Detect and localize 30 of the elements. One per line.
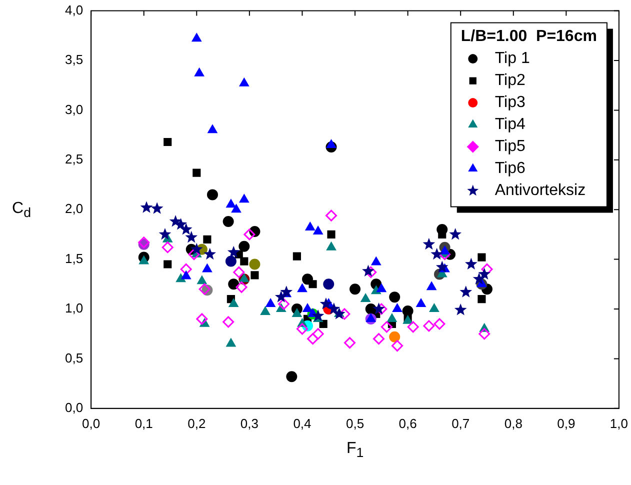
y-tick-label: 3,0 (64, 102, 84, 117)
x-tick-label: 0,2 (188, 416, 206, 431)
legend-label: Tip5 (494, 138, 526, 156)
x-axis-title: F$_{1}$ (346, 440, 364, 461)
x-tick-label: 0,5 (346, 416, 364, 431)
legend-label: Tip 1 (494, 50, 530, 68)
y-tick-label: 0,0 (64, 400, 84, 415)
y-tick-label: 0,5 (64, 350, 84, 366)
x-tick-label: 0,1 (134, 416, 153, 431)
y-tick-label: 1,5 (64, 250, 84, 266)
x-tick-label: 1,0 (610, 416, 628, 431)
x-tick-label: 0,7 (452, 416, 470, 431)
x-tick-label: 0,3 (240, 416, 258, 431)
legend-title: L/B=1.00 P=16cm (460, 28, 597, 46)
x-tick-label: 0,9 (557, 416, 576, 431)
y-axis-title: C$_{d}$ (12, 200, 31, 220)
legend-label: Tip2 (494, 72, 526, 90)
y-tick-label: 1,0 (64, 300, 84, 316)
x-tick-label: 0,0 (82, 416, 100, 431)
legend-label: Tip3 (494, 94, 526, 112)
legend-label: Antivorteksiz (494, 182, 586, 200)
x-tick-label: 0,4 (293, 416, 312, 431)
x-tick-label: 0,8 (504, 416, 522, 431)
y-tick-label: 2,5 (64, 151, 84, 166)
y-tick-label: 3,5 (64, 52, 84, 68)
y-tick-label: 4,0 (64, 2, 84, 18)
legend-label: Tip6 (494, 160, 526, 178)
legend-label: Tip4 (494, 116, 526, 134)
y-tick-label: 2,0 (64, 201, 84, 216)
x-tick-label: 0,6 (398, 416, 417, 431)
